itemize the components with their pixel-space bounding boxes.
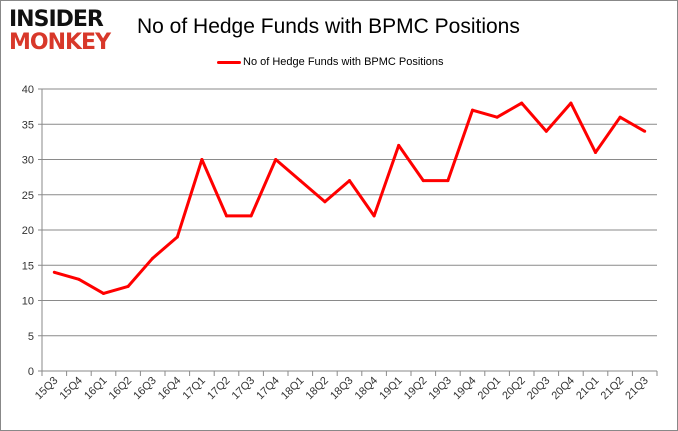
y-tick-label: 5 bbox=[28, 331, 34, 343]
data-point bbox=[274, 158, 278, 161]
x-tick-label: 19Q3 bbox=[426, 375, 454, 403]
x-tick-label: 21Q3 bbox=[623, 375, 651, 403]
y-tick-label: 40 bbox=[22, 84, 34, 96]
data-point bbox=[77, 277, 81, 281]
insider-monkey-logo: INSIDER MONKEY bbox=[9, 9, 127, 55]
y-tick-label: 25 bbox=[22, 190, 34, 202]
x-tick-label: 20Q1 bbox=[476, 375, 504, 403]
x-tick-label: 18Q2 bbox=[303, 375, 331, 403]
data-point bbox=[200, 158, 204, 161]
legend-swatch bbox=[217, 60, 241, 64]
legend-label: No of Hedge Funds with BPMC Positions bbox=[243, 56, 444, 68]
y-tick-label: 35 bbox=[22, 119, 34, 131]
data-point bbox=[372, 214, 376, 218]
data-point bbox=[471, 108, 474, 112]
data-point bbox=[643, 129, 647, 133]
y-tick-label: 15 bbox=[22, 260, 34, 272]
x-tick-label: 16Q4 bbox=[156, 375, 184, 403]
y-tick-label: 0 bbox=[28, 366, 34, 378]
x-tick-label: 18Q3 bbox=[328, 375, 356, 403]
x-tick-label: 17Q3 bbox=[230, 375, 258, 403]
x-tick-label: 15Q3 bbox=[33, 375, 61, 403]
x-tick-label: 16Q1 bbox=[82, 375, 110, 403]
data-point bbox=[569, 101, 573, 105]
data-point bbox=[446, 179, 450, 183]
x-tick-label: 17Q1 bbox=[180, 375, 208, 403]
data-point bbox=[544, 129, 548, 133]
data-point bbox=[225, 214, 228, 218]
data-point bbox=[397, 143, 401, 147]
x-tick-label: 16Q3 bbox=[131, 375, 159, 403]
data-point bbox=[348, 179, 351, 183]
data-point bbox=[151, 256, 155, 260]
chart-title: No of Hedge Funds with BPMC Positions bbox=[137, 15, 520, 38]
x-tick-label: 20Q3 bbox=[525, 375, 553, 403]
data-point bbox=[298, 179, 302, 183]
data-point bbox=[249, 214, 253, 218]
x-tick-label: 16Q2 bbox=[107, 375, 135, 403]
x-tick-label: 17Q4 bbox=[254, 375, 282, 403]
x-tick-label: 21Q1 bbox=[574, 375, 602, 403]
x-tick-label: 19Q2 bbox=[402, 375, 430, 403]
x-tick-label: 17Q2 bbox=[205, 375, 233, 403]
x-tick-label: 18Q4 bbox=[353, 375, 381, 403]
data-point bbox=[618, 115, 622, 119]
data-point bbox=[594, 150, 597, 154]
data-point bbox=[421, 179, 425, 183]
y-tick-label: 30 bbox=[22, 155, 34, 167]
data-point bbox=[102, 291, 105, 295]
data-point bbox=[495, 115, 499, 119]
data-point bbox=[175, 235, 179, 239]
y-tick-label: 20 bbox=[22, 225, 34, 237]
data-point bbox=[323, 200, 327, 204]
x-tick-label: 18Q1 bbox=[279, 375, 307, 403]
data-point bbox=[52, 270, 56, 274]
legend: No of Hedge Funds with BPMC Positions bbox=[217, 56, 444, 68]
x-tick-label: 19Q1 bbox=[377, 375, 405, 403]
data-point bbox=[520, 101, 524, 105]
y-tick-label: 10 bbox=[22, 296, 34, 308]
logo-line-1: INSIDER bbox=[9, 7, 104, 32]
logo-line-2: MONKEY bbox=[9, 30, 111, 55]
x-tick-label: 15Q4 bbox=[57, 375, 85, 403]
x-tick-label: 21Q2 bbox=[599, 375, 627, 403]
x-tick-label: 20Q4 bbox=[549, 375, 577, 403]
x-tick-label: 19Q4 bbox=[451, 375, 479, 403]
data-point bbox=[126, 284, 130, 288]
x-tick-label: 20Q2 bbox=[500, 375, 528, 403]
